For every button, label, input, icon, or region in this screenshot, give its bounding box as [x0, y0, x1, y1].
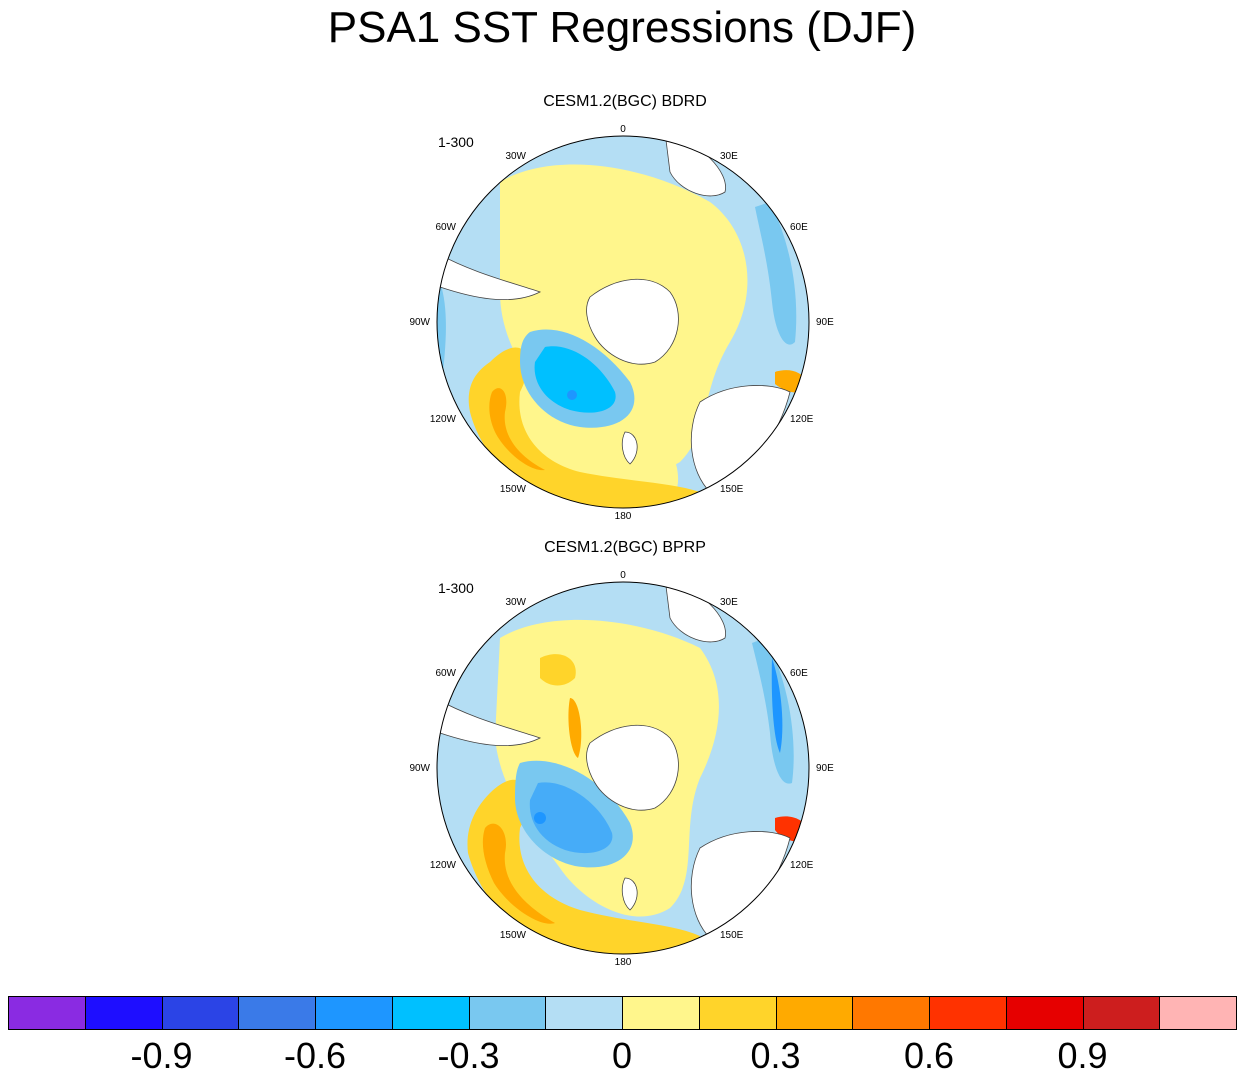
map-boundary: [436, 581, 810, 955]
land-south-america: [437, 251, 542, 301]
lon-label: 30E: [720, 597, 738, 608]
colorbar-swatch: [852, 996, 930, 1030]
land-antarctica: [586, 278, 679, 365]
lon-label: 120E: [790, 860, 814, 871]
map-boundary: [436, 135, 810, 509]
colorbar-swatch: [1082, 996, 1161, 1030]
field-negative-core: [534, 346, 616, 413]
colorbar-swatch: [1159, 996, 1237, 1030]
land-australia: [690, 831, 791, 939]
polar-map-bprp: 0 30E 60E 90E 120E 150E 180 150W 120W 90…: [409, 570, 834, 968]
land-antarctica: [586, 724, 679, 811]
colorbar-swatch: [545, 996, 623, 1030]
lon-label: 90E: [816, 317, 834, 328]
lon-label: 0: [620, 570, 626, 581]
land-south-america: [437, 697, 542, 747]
lon-label: 180: [615, 957, 632, 968]
lon-label: 0: [620, 124, 626, 135]
field-negative-east: [755, 202, 797, 345]
lon-label: 120E: [790, 414, 814, 425]
colorbar-swatch: [315, 996, 393, 1030]
panel-subtitle: CESM1.2(BGC) BDRD: [543, 93, 707, 110]
lon-label: 120W: [430, 860, 457, 871]
field-negative-peak: [534, 812, 546, 824]
colorbar-swatch: [622, 996, 700, 1030]
lon-label: 150W: [500, 484, 527, 495]
panel-range-label: 1-300: [438, 580, 474, 596]
colorbar-tick-label: -0.6: [283, 1035, 347, 1076]
colorbar-swatch: [391, 996, 470, 1030]
field-negative-east-core: [771, 658, 783, 753]
lon-label: 60E: [790, 668, 808, 679]
panel-range-label: 1-300: [438, 134, 474, 150]
field-positive-peninsula: [568, 698, 582, 758]
lon-label: 90E: [816, 763, 834, 774]
field-negative-core: [529, 782, 613, 854]
land-australia: [690, 385, 791, 493]
lon-label: 60W: [435, 668, 456, 679]
field-positive-band: [468, 347, 700, 508]
lon-label: 60W: [435, 222, 456, 233]
colorbar-tick-label: 0: [611, 1035, 633, 1076]
figure-title: PSA1 SST Regressions (DJF): [327, 3, 917, 52]
colorbar-tick-label: -0.9: [130, 1035, 193, 1076]
lon-label: 150E: [720, 484, 744, 495]
colorbar-swatch: [775, 996, 854, 1030]
field-negative-peak: [567, 390, 577, 400]
colorbar-swatch: [238, 996, 316, 1030]
colorbar: [8, 996, 1237, 1032]
map-panel-bdrd: CESM1.2(BGC) BDRD 1-300: [380, 92, 870, 522]
colorbar-swatch: [929, 996, 1007, 1030]
colorbar-labels: -0.9 -0.6 -0.3 0 0.3 0.6 0.9: [8, 1036, 1236, 1078]
lon-label: 90W: [409, 317, 430, 328]
lon-label: 180: [615, 511, 632, 522]
colorbar-tick-label: -0.3: [437, 1035, 500, 1076]
lon-label: 90W: [409, 763, 430, 774]
land-new-zealand: [621, 431, 638, 465]
lon-label: 120W: [430, 414, 457, 425]
colorbar-swatch: [468, 996, 547, 1030]
lon-label: 30W: [505, 597, 526, 608]
field-positive-core: [489, 388, 545, 471]
polar-map-bdrd: 0 30E 60E 90E 120E 150E 180 150W 120W 90…: [409, 124, 834, 522]
field-negative-west: [437, 282, 446, 384]
land-new-zealand: [621, 877, 638, 911]
field-positive-band: [467, 779, 700, 954]
lon-label: 30W: [505, 151, 526, 162]
lon-label: 30E: [720, 151, 738, 162]
lon-label: 150W: [500, 930, 527, 941]
panel-subtitle: CESM1.2(BGC) BPRP: [544, 539, 706, 556]
map-panel-bprp: CESM1.2(BGC) BPRP 1-300 0 30E 60E: [380, 538, 870, 968]
lon-label: 150E: [720, 930, 744, 941]
colorbar-swatch: [8, 996, 86, 1030]
longitude-labels: 0 30E 60E 90E 120E 150E 180 150W 120W 90…: [409, 124, 834, 522]
longitude-labels: 0 30E 60E 90E 120E 150E 180 150W 120W 90…: [409, 570, 834, 968]
colorbar-swatch: [1005, 996, 1084, 1030]
colorbar-swatch: [698, 996, 777, 1030]
field-positive-core: [482, 823, 555, 924]
colorbar-tick-label: 0.6: [903, 1035, 955, 1076]
lon-label: 60E: [790, 222, 808, 233]
colorbar-swatch: [161, 996, 240, 1030]
field-positive-atlantic: [540, 654, 576, 686]
colorbar-tick-label: 0.3: [750, 1035, 801, 1076]
colorbar-tick-label: 0.9: [1057, 1035, 1108, 1076]
colorbar-swatch: [84, 996, 163, 1030]
